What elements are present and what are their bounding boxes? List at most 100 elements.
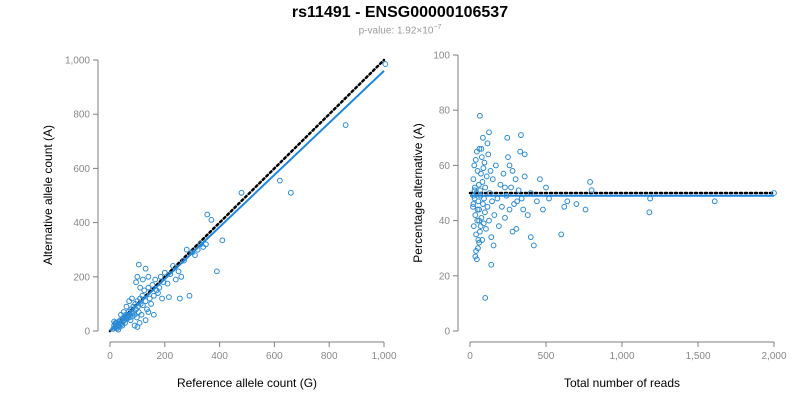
right-data-point xyxy=(484,140,491,147)
left-y-tick-label: 600 xyxy=(73,164,90,175)
left-data-point xyxy=(157,273,164,280)
right-y-axis-title: Percentage alternative (A) xyxy=(411,123,425,262)
left-data-point xyxy=(126,298,133,305)
left-data-point xyxy=(123,303,130,310)
left-data-point xyxy=(148,301,155,307)
figure-subtitle: p-value: 1.92×10−7 xyxy=(0,24,800,36)
left-data-point xyxy=(146,295,153,302)
right-y-ticks: 0 20 40 60 80 100 xyxy=(433,51,458,338)
right-data-point xyxy=(500,170,507,177)
left-data-point xyxy=(167,271,174,277)
right-data-point xyxy=(561,203,568,210)
left-x-tick-label: 1,000 xyxy=(371,351,396,362)
right-data-point xyxy=(470,223,477,230)
left-data-point xyxy=(150,311,157,318)
left-data-point xyxy=(139,302,146,309)
right-data-point xyxy=(487,168,494,174)
right-data-point xyxy=(474,168,481,174)
right-data-point xyxy=(473,248,479,254)
left-data-point xyxy=(141,287,148,294)
left-x-tick-label: 0 xyxy=(107,351,113,362)
right-data-point xyxy=(472,212,479,218)
right-data-point xyxy=(512,176,519,183)
right-data-point xyxy=(521,151,528,158)
right-data-point xyxy=(471,162,478,169)
right-data-point xyxy=(520,206,527,213)
left-x-tick-label: 400 xyxy=(211,351,228,362)
right-data-point xyxy=(480,220,487,227)
right-data-point xyxy=(476,228,483,235)
right-data-point xyxy=(527,234,534,241)
left-data-point xyxy=(150,292,157,299)
right-data-point xyxy=(543,184,549,191)
chart-percentage: 0 500 1,000 1,500 2,000 0 20 40 60 80 100 Total n… xyxy=(411,51,787,391)
right-data-point xyxy=(475,237,482,243)
right-data-point xyxy=(474,217,481,224)
right-data-point xyxy=(476,112,483,119)
left-data-point xyxy=(134,273,141,280)
right-x-tick-label: 1,500 xyxy=(685,351,710,362)
right-data-point xyxy=(471,195,478,202)
right-data-point xyxy=(471,187,478,194)
left-data-point xyxy=(135,309,142,315)
right-data-point xyxy=(495,223,502,230)
right-data-point xyxy=(486,217,492,224)
left-data-point xyxy=(111,318,118,325)
right-x-tick-label: 0 xyxy=(467,351,473,362)
left-data-point xyxy=(145,284,152,291)
left-x-tick-label: 200 xyxy=(156,351,173,362)
left-data-point xyxy=(131,322,138,329)
left-data-point xyxy=(194,246,201,253)
right-x-tick-label: 2,000 xyxy=(761,351,786,362)
right-data-point xyxy=(524,212,531,218)
right-x-tick-label: 1,000 xyxy=(609,351,634,362)
left-x-tick-label: 600 xyxy=(266,351,283,362)
left-data-point xyxy=(139,276,146,283)
right-data-point xyxy=(771,190,777,196)
right-data-point xyxy=(486,190,493,196)
left-data-point xyxy=(142,298,149,305)
right-data-point xyxy=(506,206,513,213)
left-data-point xyxy=(159,295,165,302)
right-y-tick-label: 60 xyxy=(439,161,451,172)
left-data-point xyxy=(139,292,146,299)
right-data-point xyxy=(485,151,492,158)
left-data-point xyxy=(181,257,187,264)
right-data-point xyxy=(471,184,478,191)
right-data-point xyxy=(530,242,537,249)
left-data-point xyxy=(112,319,119,326)
right-data-point xyxy=(502,184,508,191)
right-data-point xyxy=(488,261,495,268)
right-data-point xyxy=(484,203,491,210)
right-data-point xyxy=(476,239,483,246)
right-data-point xyxy=(491,212,498,218)
right-data-point xyxy=(477,187,484,194)
right-data-point xyxy=(482,294,489,301)
right-data-point xyxy=(521,173,528,180)
left-data-point xyxy=(120,309,127,315)
right-data-point xyxy=(480,134,486,141)
left-y-tick-label: 200 xyxy=(73,272,90,283)
left-data-point xyxy=(142,265,149,272)
right-points xyxy=(470,112,777,301)
right-data-point xyxy=(711,198,718,205)
p-value-text: p-value: 1.92×10 xyxy=(358,25,434,37)
right-data-point xyxy=(478,170,484,177)
right-data-point xyxy=(492,162,499,169)
right-data-point xyxy=(481,195,487,202)
left-data-point xyxy=(129,295,135,302)
left-data-point xyxy=(122,315,128,322)
left-data-point xyxy=(135,261,142,268)
right-data-point xyxy=(573,201,580,207)
left-data-point xyxy=(119,322,126,329)
left-x-axis-title: Reference allele count (G) xyxy=(177,376,317,390)
left-y-tick-label: 400 xyxy=(73,218,90,229)
right-data-point xyxy=(472,156,479,163)
left-data-point xyxy=(382,61,389,67)
right-data-point xyxy=(508,184,514,191)
right-data-point xyxy=(518,195,525,202)
right-data-point xyxy=(647,195,654,202)
left-data-point xyxy=(133,314,140,321)
